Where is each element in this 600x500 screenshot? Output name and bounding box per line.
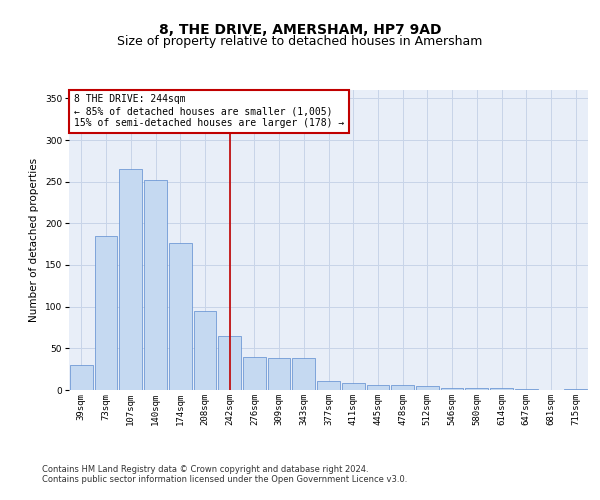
Bar bbox=[490, 388, 513, 390]
Bar bbox=[243, 356, 266, 390]
Text: Contains HM Land Registry data © Crown copyright and database right 2024.: Contains HM Land Registry data © Crown c… bbox=[42, 464, 368, 473]
Bar bbox=[95, 236, 118, 390]
Bar bbox=[515, 389, 538, 390]
Bar bbox=[416, 386, 439, 390]
Bar bbox=[169, 244, 191, 390]
Bar bbox=[391, 385, 414, 390]
Y-axis label: Number of detached properties: Number of detached properties bbox=[29, 158, 39, 322]
Bar bbox=[317, 381, 340, 390]
Bar bbox=[367, 385, 389, 390]
Bar bbox=[441, 388, 463, 390]
Bar bbox=[292, 358, 315, 390]
Bar bbox=[70, 365, 93, 390]
Bar bbox=[564, 389, 587, 390]
Bar bbox=[466, 388, 488, 390]
Bar bbox=[144, 180, 167, 390]
Bar bbox=[119, 169, 142, 390]
Text: 8 THE DRIVE: 244sqm
← 85% of detached houses are smaller (1,005)
15% of semi-det: 8 THE DRIVE: 244sqm ← 85% of detached ho… bbox=[74, 94, 344, 128]
Bar bbox=[218, 336, 241, 390]
Text: Contains public sector information licensed under the Open Government Licence v3: Contains public sector information licen… bbox=[42, 476, 407, 484]
Text: 8, THE DRIVE, AMERSHAM, HP7 9AD: 8, THE DRIVE, AMERSHAM, HP7 9AD bbox=[159, 22, 441, 36]
Bar bbox=[342, 384, 365, 390]
Bar bbox=[268, 358, 290, 390]
Text: Size of property relative to detached houses in Amersham: Size of property relative to detached ho… bbox=[118, 35, 482, 48]
Bar bbox=[194, 311, 216, 390]
